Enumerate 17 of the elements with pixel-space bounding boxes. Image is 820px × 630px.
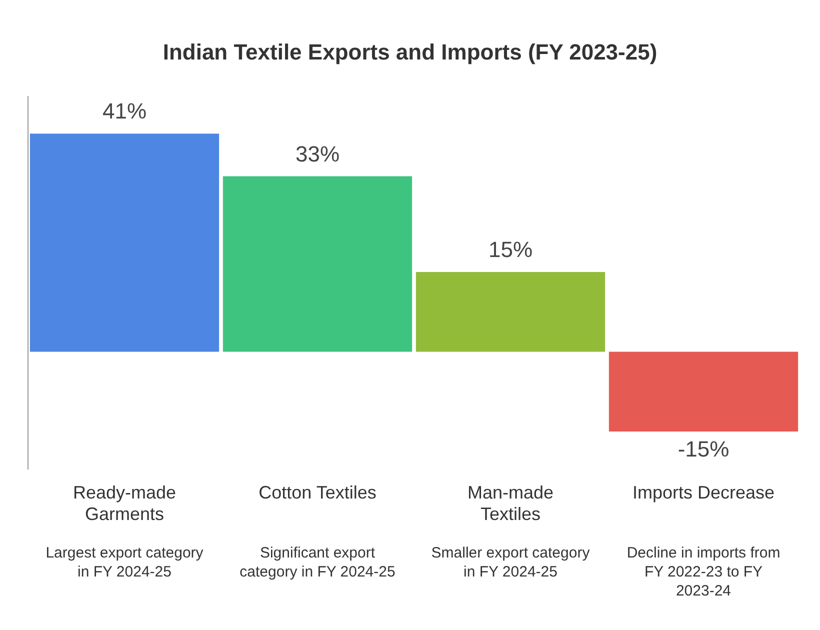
chart-title: Indian Textile Exports and Imports (FY 2023-25)	[162, 39, 658, 64]
data-label: 33%	[295, 141, 340, 166]
data-label: -15%	[678, 436, 730, 462]
bar	[608, 352, 798, 432]
bar	[416, 272, 606, 352]
bar	[222, 176, 412, 352]
x-tick-label: Cotton Textiles	[258, 482, 376, 503]
text: Decline in imports from FY 2022-23 to FY 2023-24	[626, 544, 780, 600]
x-tick-label: Imports Decrease	[632, 482, 775, 503]
x-tick-label: Man-made Textiles	[467, 482, 554, 524]
data-label: 41%	[102, 98, 147, 124]
text: Smaller export category in FY 2024-25	[431, 544, 590, 581]
x-tick-label: Ready-made Garments	[72, 482, 176, 524]
text: Significant export category in FY 2024-25	[240, 544, 396, 581]
data-label: 15%	[488, 237, 533, 262]
bar	[30, 134, 220, 352]
text: Largest export category in FY 2024-25	[46, 544, 204, 581]
